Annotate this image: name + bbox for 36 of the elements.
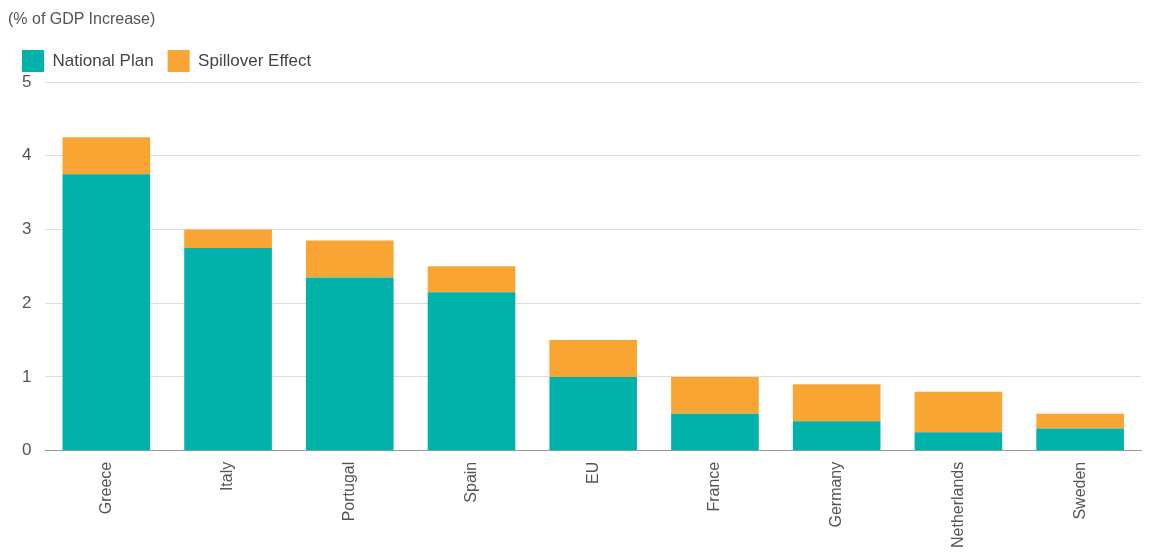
bar [792, 421, 881, 451]
bar [184, 247, 272, 451]
bar [914, 391, 1003, 433]
bar [549, 340, 638, 377]
bar [305, 277, 394, 451]
legend-label: Spillover Effect [198, 50, 312, 70]
bar [914, 432, 1003, 451]
x-tick-label: Italy [218, 461, 236, 492]
y-tick-label: 2 [21, 292, 32, 312]
x-tick-label: France [705, 461, 723, 512]
bar [305, 240, 394, 278]
legend-label: National Plan [52, 50, 154, 70]
bar [427, 292, 516, 451]
bar [427, 266, 516, 293]
x-tick-label: Spain [461, 461, 479, 503]
x-tick-label: Greece [96, 461, 114, 515]
bar [549, 376, 638, 451]
bar [1036, 413, 1124, 429]
bar [184, 229, 272, 248]
bar [62, 174, 151, 451]
y-tick-label: 3 [21, 219, 32, 239]
y-tick-label: 4 [21, 145, 32, 165]
x-tick-label: Portugal [340, 461, 358, 522]
x-tick-label: Netherlands [948, 461, 966, 549]
x-tick-label: EU [583, 461, 601, 484]
bar [792, 384, 881, 422]
bar [671, 413, 759, 451]
x-tick-label: Sweden [1070, 461, 1088, 520]
y-axis-title: (% of GDP Increase) [8, 10, 156, 28]
y-tick-label: 1 [21, 366, 32, 386]
y-tick-label: 0 [21, 440, 32, 460]
bar [671, 376, 759, 414]
bar [62, 137, 151, 175]
bar [1036, 428, 1124, 451]
y-tick-label: 5 [21, 71, 32, 91]
x-tick-label: Germany [827, 461, 845, 528]
